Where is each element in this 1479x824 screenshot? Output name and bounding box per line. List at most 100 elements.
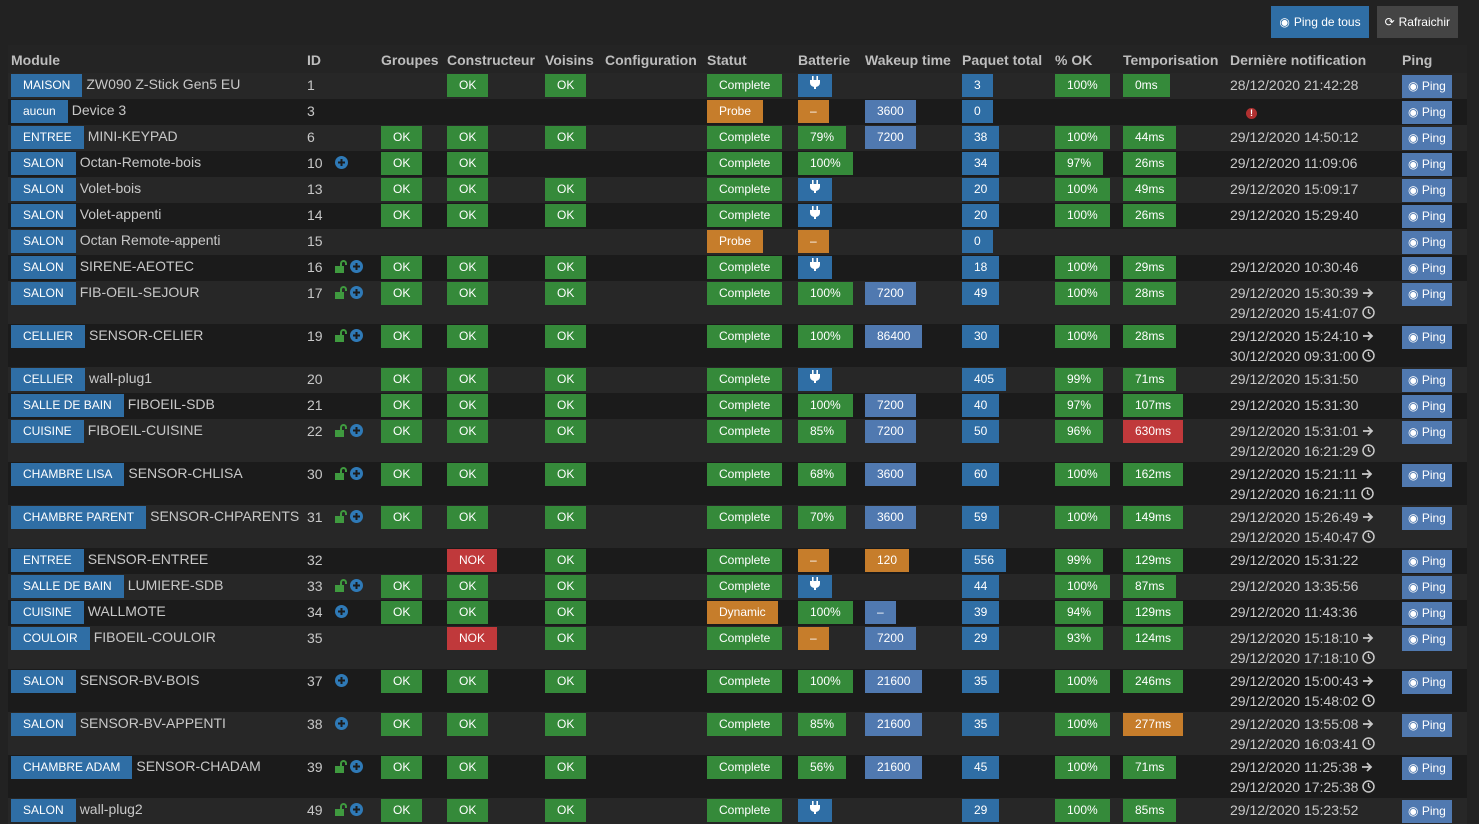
unlock-icon[interactable] <box>334 510 348 526</box>
room-badge[interactable]: SALON <box>11 152 76 175</box>
room-badge[interactable]: SALON <box>11 282 76 305</box>
room-badge[interactable]: SALON <box>11 670 76 693</box>
room-badge[interactable]: ENTREE <box>11 549 84 572</box>
plus-circle-icon[interactable] <box>349 260 363 276</box>
ping-button[interactable]: ◉ Ping <box>1402 395 1452 418</box>
room-badge[interactable]: SALON <box>11 230 76 253</box>
ping-button[interactable]: ◉ Ping <box>1402 714 1452 737</box>
device-name[interactable]: LUMIERE-SDB <box>127 577 224 593</box>
ping-button[interactable]: ◉ Ping <box>1402 127 1452 150</box>
room-badge[interactable]: SALLE DE BAIN <box>11 575 124 598</box>
unlock-icon[interactable] <box>334 467 348 483</box>
ping-button[interactable]: ◉ Ping <box>1402 179 1452 202</box>
unlock-icon[interactable] <box>334 260 348 276</box>
ping-button[interactable]: ◉ Ping <box>1402 231 1452 254</box>
header-wakeup[interactable]: Wakeup time <box>862 45 959 73</box>
ping-button[interactable]: ◉ Ping <box>1402 576 1452 599</box>
plus-circle-icon[interactable] <box>349 467 363 483</box>
device-name[interactable]: wall-plug1 <box>89 370 153 386</box>
unlock-icon[interactable] <box>334 760 348 776</box>
device-name[interactable]: SENSOR-ENTREE <box>87 551 209 567</box>
header-constructeur[interactable]: Constructeur <box>444 45 542 73</box>
unlock-icon[interactable] <box>334 424 348 440</box>
header-id[interactable]: ID <box>304 45 378 73</box>
device-name[interactable]: MINI-KEYPAD <box>87 128 178 144</box>
plus-circle-icon[interactable] <box>349 424 363 440</box>
device-name[interactable]: Device 3 <box>71 102 127 118</box>
room-badge[interactable]: MAISON <box>11 74 83 97</box>
ping-button[interactable]: ◉ Ping <box>1402 507 1452 530</box>
ping-button[interactable]: ◉ Ping <box>1402 75 1452 98</box>
device-name[interactable]: WALLMOTE <box>87 603 166 619</box>
ping-button[interactable]: ◉ Ping <box>1402 205 1452 228</box>
device-name[interactable]: FIBOEIL-CUISINE <box>87 422 203 438</box>
device-name[interactable]: SENSOR-CHPARENTS <box>150 508 300 524</box>
plus-circle-icon[interactable] <box>349 510 363 526</box>
header-voisins[interactable]: Voisins <box>542 45 602 73</box>
ping-button[interactable]: ◉ Ping <box>1402 101 1452 124</box>
device-name[interactable]: ZW090 Z-Stick Gen5 EU <box>86 76 241 92</box>
room-badge[interactable]: SALON <box>11 256 76 279</box>
header-groupes[interactable]: Groupes <box>378 45 444 73</box>
ping-button[interactable]: ◉ Ping <box>1402 550 1452 573</box>
plus-circle-icon[interactable] <box>349 579 363 595</box>
room-badge[interactable]: aucun <box>11 100 68 123</box>
room-badge[interactable]: CUISINE <box>11 601 84 624</box>
unlock-icon[interactable] <box>334 579 348 595</box>
plus-circle-icon[interactable] <box>334 674 348 690</box>
ping-button[interactable]: ◉ Ping <box>1402 283 1452 306</box>
ping-all-button[interactable]: ◉ Ping de tous <box>1271 6 1369 38</box>
room-badge[interactable]: SALON <box>11 178 76 201</box>
device-name[interactable]: FIB-OEIL-SEJOUR <box>79 284 200 300</box>
room-badge[interactable]: ENTREE <box>11 126 84 149</box>
device-name[interactable]: Volet-bois <box>79 180 142 196</box>
header-pct-ok[interactable]: % OK <box>1052 45 1120 73</box>
plus-circle-icon[interactable] <box>349 329 363 345</box>
header-derniere-notification[interactable]: Dernière notification <box>1227 45 1399 73</box>
device-name[interactable]: FIBOEIL-COULOIR <box>93 629 216 645</box>
ping-button[interactable]: ◉ Ping <box>1402 628 1452 651</box>
plus-circle-icon[interactable] <box>334 717 348 733</box>
room-badge[interactable]: CUISINE <box>11 420 84 443</box>
room-badge[interactable]: CELLIER <box>11 325 86 348</box>
plus-circle-icon[interactable] <box>334 605 348 621</box>
room-badge[interactable]: SALON <box>11 713 76 736</box>
room-badge[interactable]: CHAMBRE ADAM <box>11 756 133 779</box>
ping-button[interactable]: ◉ Ping <box>1402 326 1452 349</box>
device-name[interactable]: FIBOEIL-SDB <box>127 396 215 412</box>
header-module[interactable]: Module <box>8 45 304 73</box>
room-badge[interactable]: SALON <box>11 204 76 227</box>
unlock-icon[interactable] <box>334 286 348 302</box>
device-name[interactable]: SENSOR-BV-APPENTI <box>79 715 226 731</box>
room-badge[interactable]: CHAMBRE PARENT <box>11 506 147 529</box>
ping-button[interactable]: ◉ Ping <box>1402 671 1452 694</box>
ping-button[interactable]: ◉ Ping <box>1402 757 1452 780</box>
ping-button[interactable]: ◉ Ping <box>1402 369 1452 392</box>
room-badge[interactable]: CELLIER <box>11 368 86 391</box>
ping-button[interactable]: ◉ Ping <box>1402 421 1452 444</box>
device-name[interactable]: SIRENE-AEOTEC <box>79 258 195 274</box>
device-name[interactable]: SENSOR-CHLISA <box>128 465 243 481</box>
header-paquet[interactable]: Paquet total <box>959 45 1052 73</box>
header-temporisation[interactable]: Temporisation <box>1120 45 1227 73</box>
plus-circle-icon[interactable] <box>349 286 363 302</box>
device-name[interactable]: Volet-appenti <box>79 206 162 222</box>
plus-circle-icon[interactable] <box>334 156 348 172</box>
plus-circle-icon[interactable] <box>349 760 363 776</box>
header-batterie[interactable]: Batterie <box>795 45 862 73</box>
room-badge[interactable]: COULOIR <box>11 627 90 650</box>
device-name[interactable]: wall-plug2 <box>79 801 143 817</box>
device-name[interactable]: SENSOR-CHADAM <box>136 758 261 774</box>
room-badge[interactable]: CHAMBRE LISA <box>11 463 125 486</box>
device-name[interactable]: SENSOR-BV-BOIS <box>79 672 200 688</box>
header-ping[interactable]: Ping <box>1399 45 1467 73</box>
header-statut[interactable]: Statut <box>704 45 795 73</box>
ping-button[interactable]: ◉ Ping <box>1402 464 1452 487</box>
ping-button[interactable]: ◉ Ping <box>1402 153 1452 176</box>
ping-button[interactable]: ◉ Ping <box>1402 800 1452 823</box>
unlock-icon[interactable] <box>334 329 348 345</box>
room-badge[interactable]: SALON <box>11 799 76 822</box>
ping-button[interactable]: ◉ Ping <box>1402 257 1452 280</box>
ping-button[interactable]: ◉ Ping <box>1402 602 1452 625</box>
device-name[interactable]: Octan-Remote-bois <box>79 154 202 170</box>
